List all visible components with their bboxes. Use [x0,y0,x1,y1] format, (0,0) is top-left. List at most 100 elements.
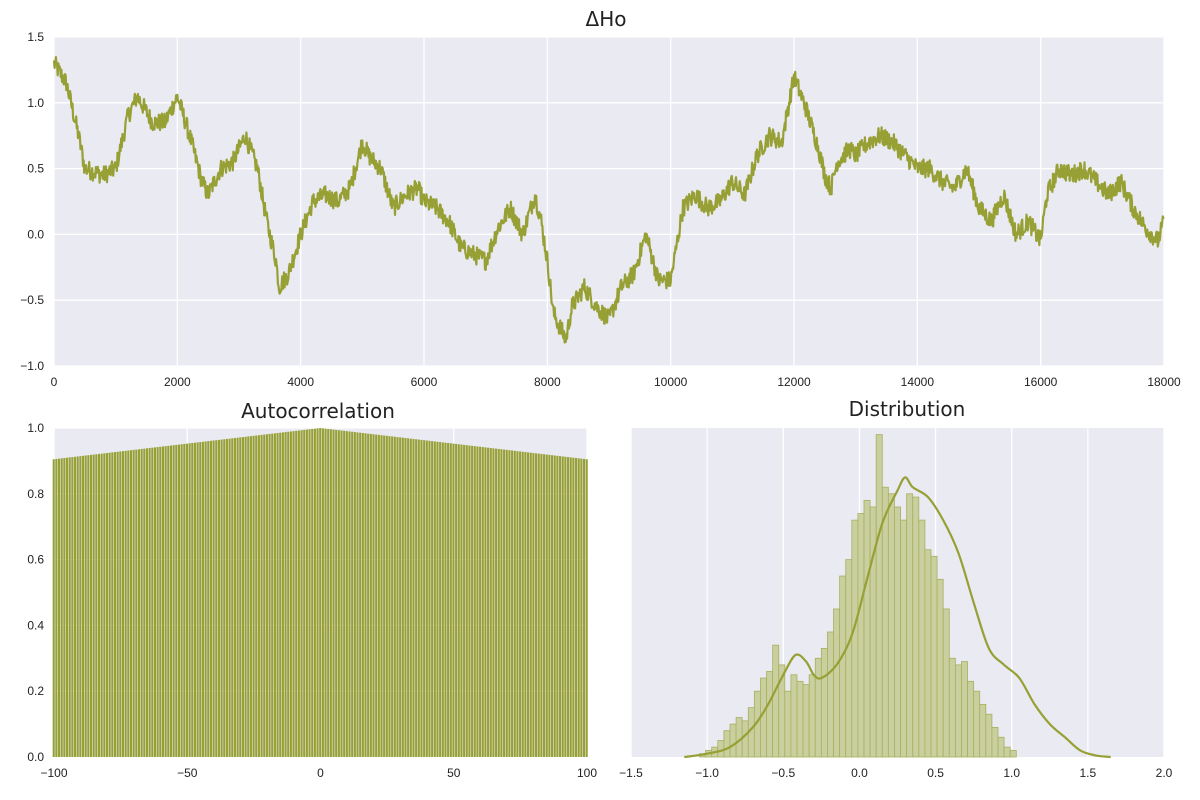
distribution-histogram-chart: −1.5 −1.0 −0.5 0.0 0.5 1.0 1.5 2.0 Distribution [619,397,1173,780]
acf-bar [271,433,274,757]
acf-bar [399,437,402,757]
acf-bar [500,449,503,757]
acf-bar [380,435,383,757]
acf-bar [289,431,292,757]
acf-bar [303,429,306,757]
line-y-tick-labels: −1.0 −0.5 0.0 0.5 1.0 1.5 [20,30,44,373]
acf-bar [297,430,300,757]
hist-bar [997,736,1005,758]
acf-bar [548,454,551,757]
line-x-tick: 12000 [777,375,811,389]
acf-bar [415,439,418,757]
acf-bar [356,432,359,757]
acf-bar [135,449,138,757]
hist-x-tick-labels: −1.5 −1.0 −0.5 0.0 0.5 1.0 1.5 2.0 [619,766,1173,780]
acf-bar [100,453,103,757]
acf-bar [164,446,167,757]
hist-x-tick: 1.5 [1080,766,1097,780]
acf-bars [52,428,588,757]
acf-bar [81,455,85,757]
acf-bar [79,456,82,757]
acf-bar [332,429,335,757]
acf-bar [204,441,207,757]
acf-bar [441,442,444,757]
line-x-tick: 16000 [1024,375,1058,389]
hist-bar [863,499,871,758]
acf-bar [167,445,170,757]
acf-bar [401,437,404,757]
acf-bar [116,451,119,757]
acf-y-tick: 1.0 [27,421,44,435]
hist-bar [772,644,780,758]
acf-bar [583,458,586,757]
acf-bar [281,432,284,757]
acf-bar [335,429,338,757]
acf-bar [111,452,114,757]
hist-bar [936,578,944,758]
acf-bar [383,435,386,757]
hist-bar [808,674,816,758]
acf-bar [444,442,447,757]
hist-bar [741,720,749,758]
hist-bar [991,726,999,758]
acf-bar [295,430,298,757]
acf-bar [559,456,562,757]
acf-bar [177,444,180,757]
acf-y-tick: 0.2 [27,684,44,698]
acf-bar [324,428,327,757]
acf-bar [457,444,460,757]
acf-y-tick-labels: 0.0 0.2 0.4 0.6 0.8 1.0 [27,421,44,764]
acf-bar [551,455,554,757]
acf-bar [255,435,258,757]
acf-bar [196,442,199,757]
acf-bar [567,457,570,757]
hist-bar [820,648,828,758]
hist-bar [887,493,895,758]
acf-bar [58,458,61,757]
acf-bar [244,436,247,757]
acf-bar [71,457,74,757]
acf-bar [215,440,218,757]
acf-bar [492,448,495,757]
acf-bar [425,440,428,757]
acf-bar [313,428,316,757]
hist-bar [845,559,853,758]
acf-bar [268,433,271,757]
acf-bar [273,433,276,757]
hist-bar [918,519,926,758]
acf-bar [236,437,239,757]
acf-bar [367,433,370,757]
acf-bar [564,456,567,757]
acf-bar [311,428,314,757]
acf-y-tick: 0.8 [27,487,44,501]
hist-x-tick: 1.0 [1003,766,1020,780]
acf-x-tick: 100 [577,766,597,780]
acf-bar [428,440,431,757]
hist-x-tick: 0.5 [927,766,944,780]
hist-bar [894,506,901,758]
acf-bar [329,429,332,757]
acf-bar [452,443,455,757]
acf-bar [471,445,474,757]
acf-bar [140,448,143,757]
acf-bar [265,434,268,757]
acf-bar [372,434,375,757]
acf-bar [145,448,149,757]
acf-bar [521,451,524,757]
hist-bar [827,631,834,758]
acf-bar [308,429,311,757]
acf-bar [52,459,55,757]
acf-bar [316,428,319,757]
acf-bar [473,446,476,757]
hist-bar [954,664,962,758]
acf-bar [263,434,266,757]
acf-bar [404,438,407,757]
hist-bar [881,486,889,758]
acf-bar [103,453,106,757]
acf-bar [108,452,111,757]
acf-bar [580,458,583,757]
acf-bar [228,438,231,757]
acf-bar [412,438,415,757]
acf-bar [55,458,58,757]
acf-bar [63,458,66,757]
